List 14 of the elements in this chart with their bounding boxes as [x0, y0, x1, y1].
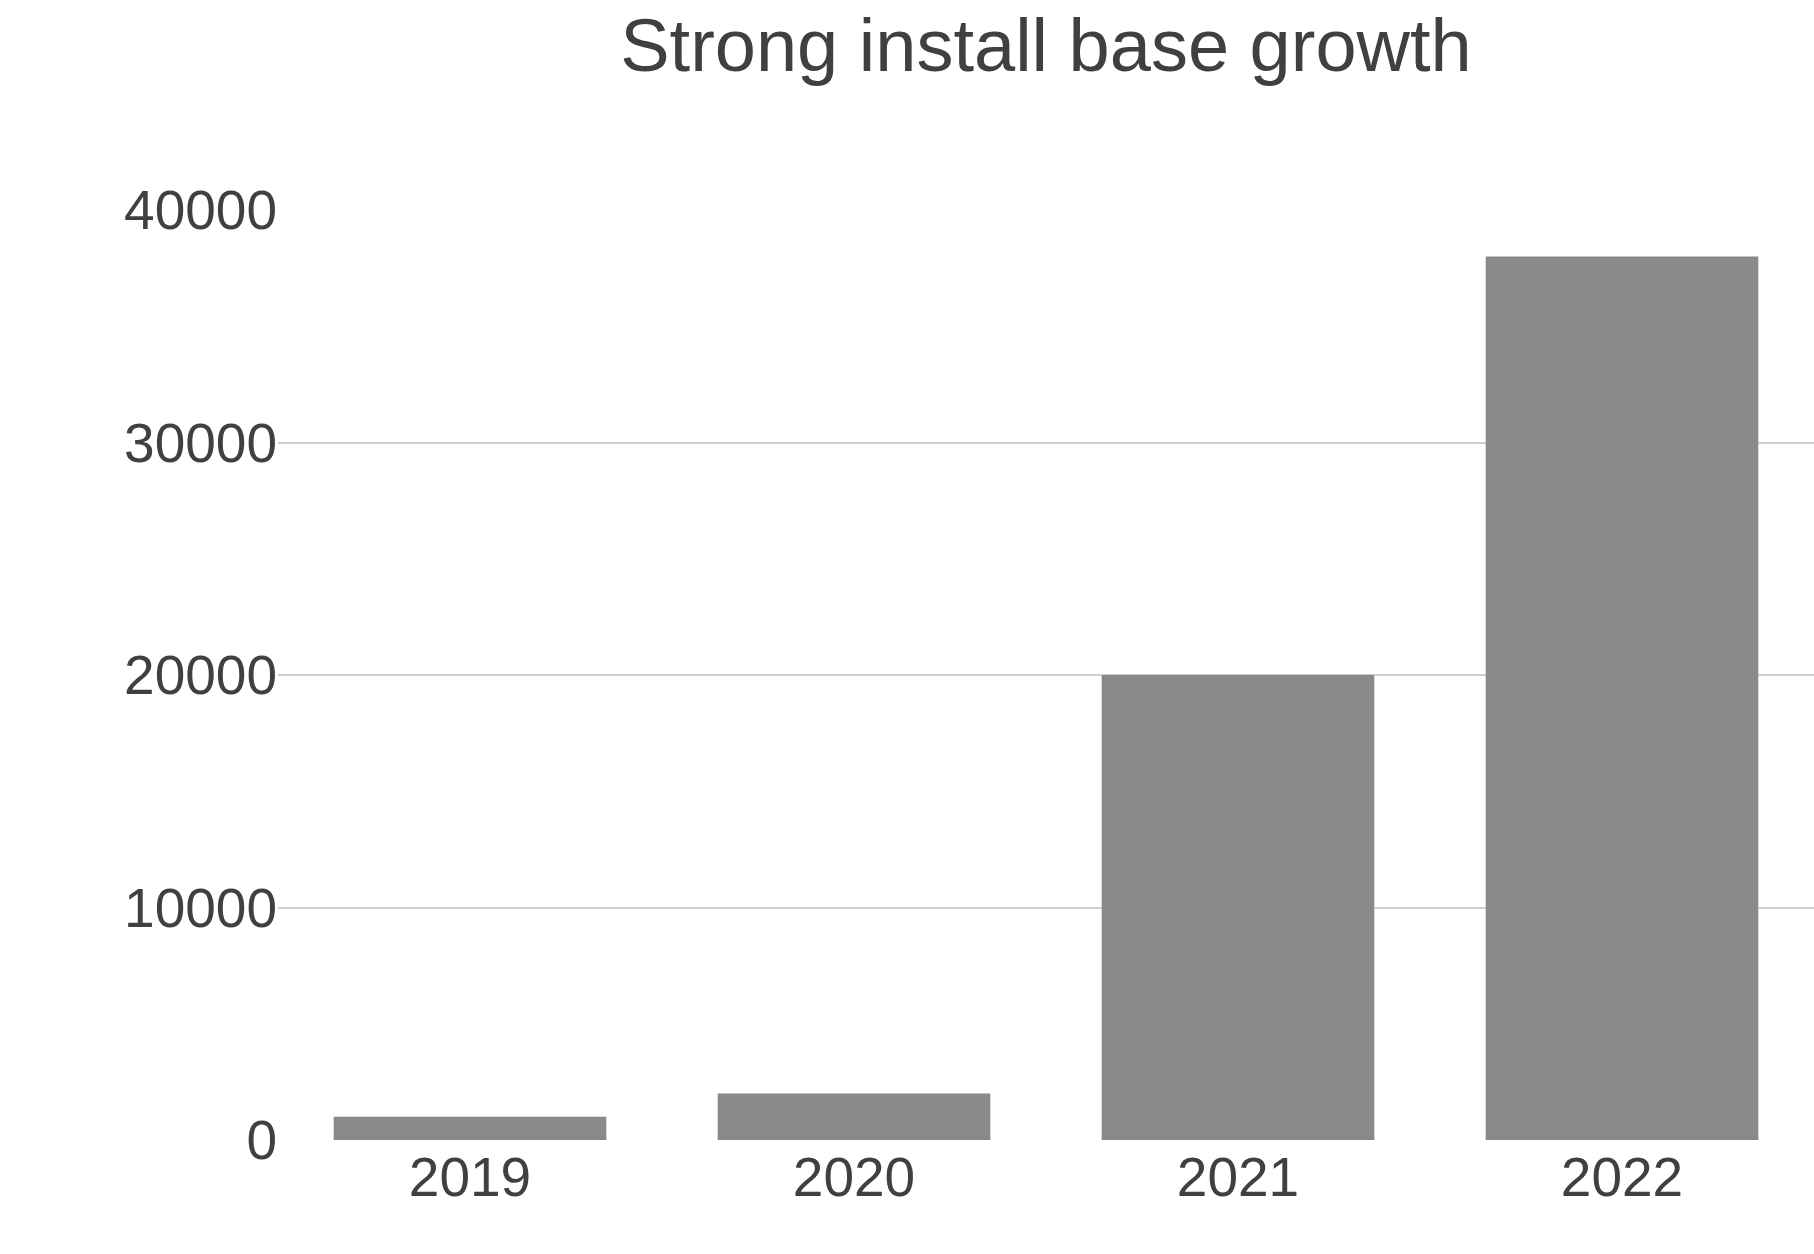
x-tick-label: 2022: [1560, 1146, 1684, 1208]
y-tick-label: 0: [246, 1109, 277, 1172]
chart-title: Strong install base growth: [620, 3, 1472, 87]
bar: [333, 1116, 607, 1140]
y-tick-label: 40000: [124, 179, 277, 242]
x-tick-label: 2021: [1176, 1146, 1300, 1208]
bar: [717, 1093, 991, 1140]
y-tick-label: 20000: [124, 644, 277, 707]
y-tick-label: 10000: [124, 876, 277, 939]
bar: [1485, 256, 1759, 1140]
x-tick-label: 2019: [408, 1146, 532, 1208]
bar: [1101, 675, 1375, 1140]
y-tick-label: 30000: [124, 411, 277, 474]
x-tick-label: 2020: [792, 1146, 916, 1208]
